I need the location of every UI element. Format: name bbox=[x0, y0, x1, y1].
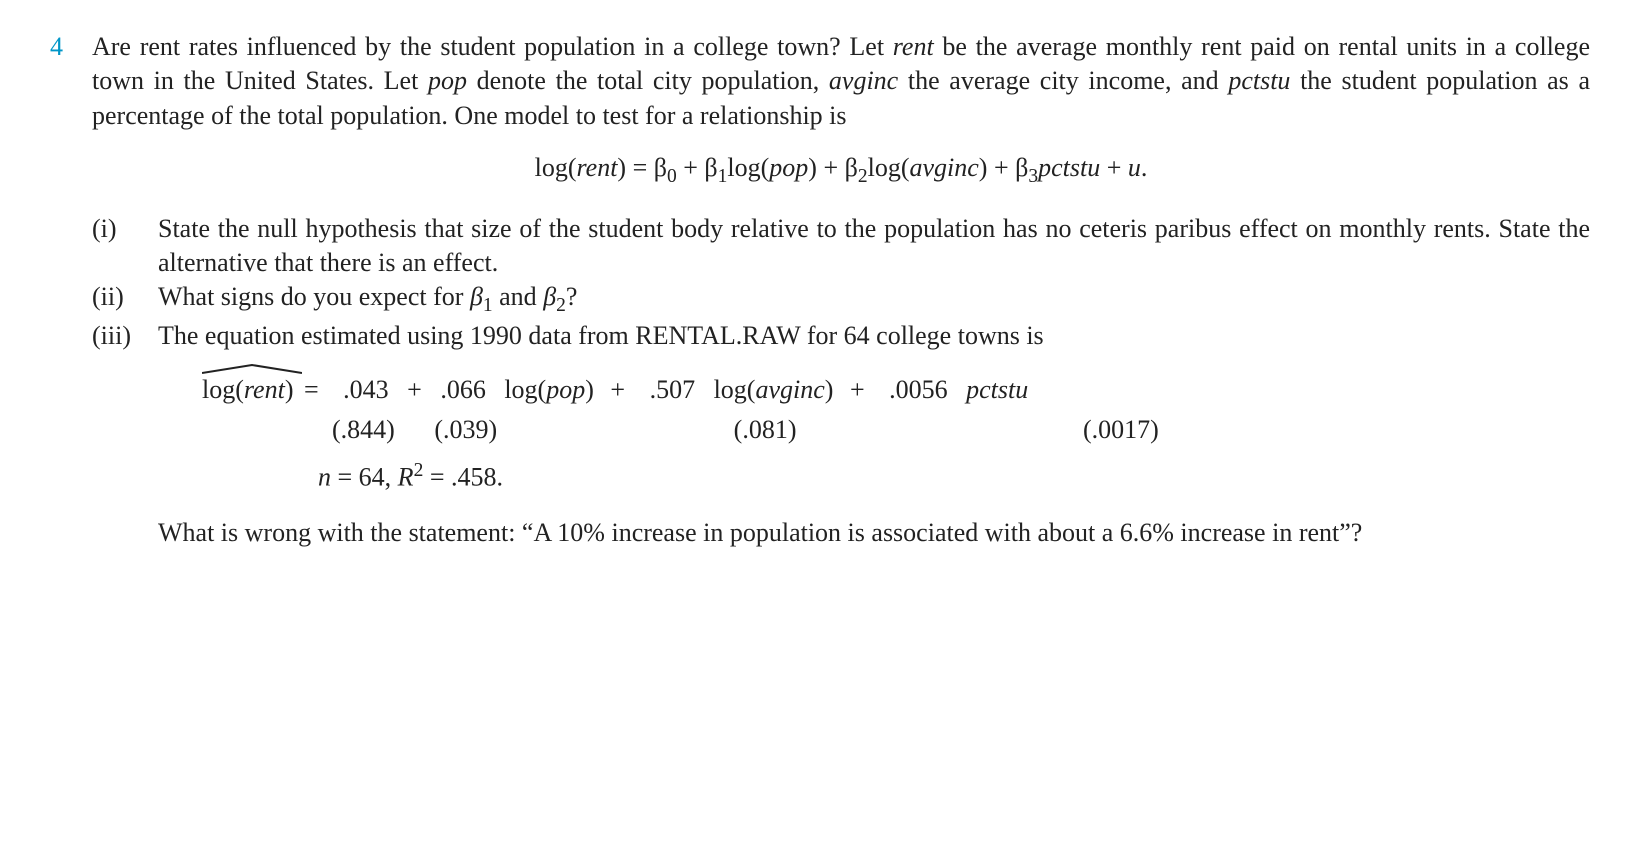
se-pop: (.039) bbox=[434, 410, 497, 450]
eq-var: rent bbox=[577, 153, 618, 182]
term: log(avginc) bbox=[714, 375, 834, 404]
text: log( bbox=[714, 375, 756, 404]
text: ) bbox=[825, 375, 834, 404]
plus: + bbox=[600, 375, 631, 404]
part-ii: (ii) What signs do you expect for β1 and… bbox=[92, 280, 1590, 319]
estimated-equation: log(rent) = .043 + .066 log(pop) + .507 … bbox=[202, 370, 1590, 499]
var-pctstu: pctstu bbox=[1228, 66, 1290, 95]
n-value: = 64, bbox=[331, 463, 398, 492]
text: and bbox=[493, 282, 544, 311]
plus: + bbox=[840, 375, 871, 404]
var-pop: pop bbox=[428, 66, 467, 95]
part-iii: (iii) The equation estimated using 1990 … bbox=[92, 319, 1590, 353]
se-pctstu: (.0017) bbox=[1083, 410, 1159, 450]
eq-text: ) + β bbox=[979, 153, 1029, 182]
subscript: 3 bbox=[1028, 166, 1038, 187]
subscript: 2 bbox=[858, 166, 868, 187]
part-label: (ii) bbox=[92, 280, 158, 319]
model-equation: log(rent) = β0 + β1log(pop) + β2log(avgi… bbox=[92, 151, 1590, 190]
hat-icon bbox=[202, 364, 302, 374]
var: avginc bbox=[755, 375, 824, 404]
parts-list: (i) State the null hypothesis that size … bbox=[92, 212, 1590, 354]
var-rent: rent bbox=[893, 32, 934, 61]
intro-paragraph: Are rent rates influenced by the student… bbox=[92, 30, 1590, 133]
subscript: 1 bbox=[483, 296, 493, 317]
eq-text: log( bbox=[868, 153, 910, 182]
model-stats: n = 64, R2 = .458. bbox=[318, 456, 1590, 498]
se-intercept: (.844) bbox=[332, 410, 395, 450]
subscript: 0 bbox=[667, 166, 677, 187]
part-text: State the null hypothesis that size of t… bbox=[158, 212, 1590, 281]
eq-text: . bbox=[1141, 153, 1148, 182]
var: pctstu bbox=[966, 375, 1028, 404]
equals: = bbox=[300, 375, 325, 404]
plus: + bbox=[407, 375, 422, 404]
eq-text: ) bbox=[285, 375, 294, 404]
coef: .043 bbox=[331, 375, 401, 404]
text: denote the total city population, bbox=[467, 66, 829, 95]
coef: .507 bbox=[638, 375, 708, 404]
eq-var: avginc bbox=[909, 153, 978, 182]
eq-text: log( bbox=[202, 375, 244, 404]
part-i: (i) State the null hypothesis that size … bbox=[92, 212, 1590, 281]
coef: .066 bbox=[428, 375, 498, 404]
beta: β bbox=[543, 282, 556, 311]
estimate-row: log(rent) = .043 + .066 log(pop) + .507 … bbox=[202, 370, 1590, 410]
text: ) bbox=[585, 375, 594, 404]
part-label: (i) bbox=[92, 212, 158, 281]
std-errors-row: (.844) (.039) (.081) (.0017) bbox=[202, 410, 1590, 450]
text: Are rent rates influenced by the student… bbox=[92, 32, 893, 61]
eq-text: + bbox=[1100, 153, 1128, 182]
text: the average city income, and bbox=[898, 66, 1228, 95]
part-text: What signs do you expect for β1 and β2? bbox=[158, 280, 1590, 319]
eq-var: rent bbox=[244, 375, 285, 404]
coef: .0056 bbox=[877, 375, 960, 404]
problem-body: Are rent rates influenced by the student… bbox=[92, 30, 1590, 551]
var-avginc: avginc bbox=[829, 66, 898, 95]
text: What signs do you expect for bbox=[158, 282, 470, 311]
superscript: 2 bbox=[414, 460, 424, 481]
eq-text: ) = β bbox=[617, 153, 667, 182]
hat-lhs: log(rent) bbox=[202, 370, 293, 410]
beta: β bbox=[470, 282, 483, 311]
eq-text: log( bbox=[535, 153, 577, 182]
eq-var: pctstu bbox=[1038, 153, 1100, 182]
se-avginc: (.081) bbox=[734, 410, 797, 450]
part-text: The equation estimated using 1990 data f… bbox=[158, 319, 1590, 353]
problem-4: 4 Are rent rates influenced by the stude… bbox=[50, 30, 1590, 551]
text: ? bbox=[566, 282, 578, 311]
var: pop bbox=[546, 375, 585, 404]
r-value: = .458. bbox=[423, 463, 503, 492]
r-label: R bbox=[398, 463, 414, 492]
n-label: n bbox=[318, 463, 331, 492]
eq-text: log( bbox=[727, 153, 769, 182]
text: log( bbox=[504, 375, 546, 404]
followup-question: What is wrong with the statement: “A 10%… bbox=[158, 516, 1590, 550]
eq-var: pop bbox=[769, 153, 808, 182]
subscript: 1 bbox=[718, 166, 728, 187]
part-label: (iii) bbox=[92, 319, 158, 353]
eq-var: u bbox=[1128, 153, 1141, 182]
eq-text: ) + β bbox=[808, 153, 858, 182]
term: log(pop) bbox=[504, 375, 594, 404]
eq-text: + β bbox=[677, 153, 718, 182]
problem-number: 4 bbox=[50, 30, 92, 64]
subscript: 2 bbox=[556, 296, 566, 317]
